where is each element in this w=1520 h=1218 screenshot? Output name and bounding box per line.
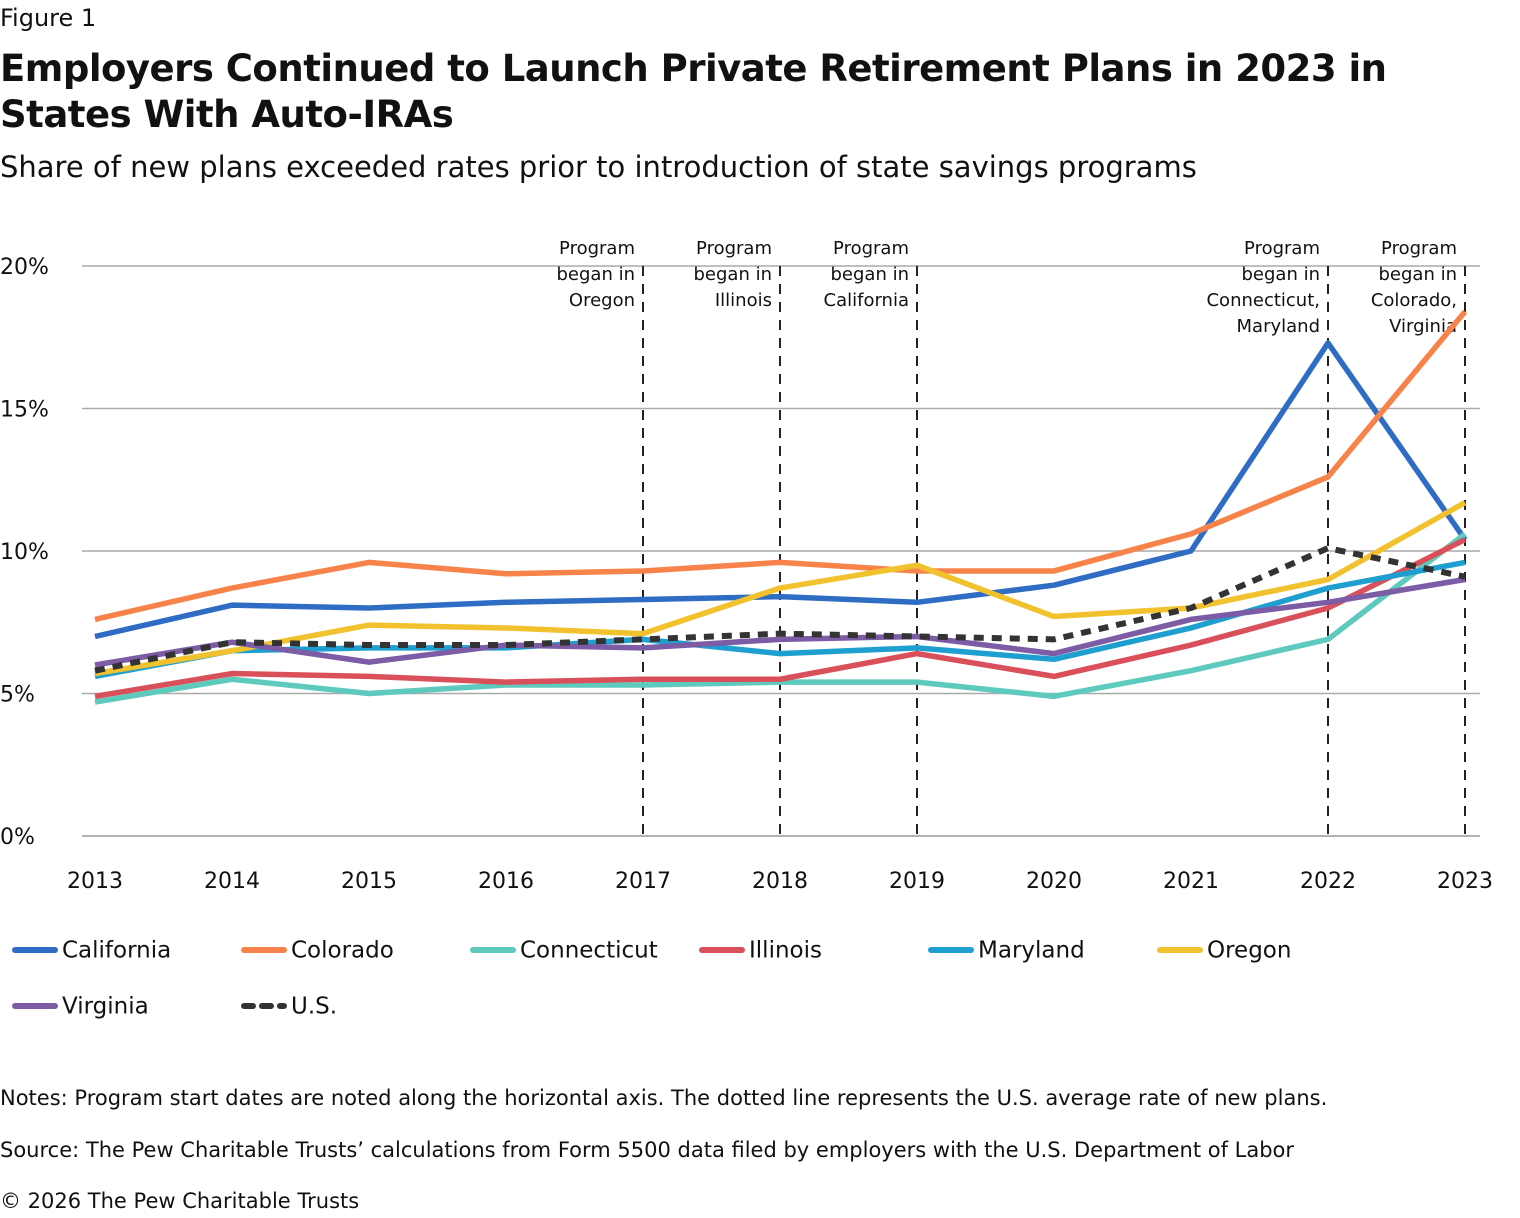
- annotation-text: Program: [1244, 238, 1320, 259]
- legend-label: California: [62, 938, 171, 964]
- legend-label: Maryland: [978, 938, 1085, 964]
- y-tick-label: 15%: [0, 398, 49, 423]
- y-tick-label: 0%: [0, 825, 35, 850]
- annotation-text: Program: [1381, 238, 1457, 259]
- notes: Notes: Program start dates are noted alo…: [0, 1086, 1328, 1110]
- source: Source: The Pew Charitable Trusts’ calcu…: [0, 1138, 1295, 1162]
- x-tick-label: 2017: [615, 869, 671, 894]
- annotation-text: Oregon: [569, 290, 635, 311]
- annotation-text: began in: [557, 264, 636, 285]
- legend-label: Virginia: [62, 994, 149, 1020]
- annotation-text: Colorado,: [1371, 290, 1457, 311]
- legend-label: U.S.: [291, 994, 337, 1020]
- annotation-text: began in: [831, 264, 910, 285]
- series-line: [94, 531, 1467, 705]
- series-line: [94, 309, 1468, 623]
- x-tick-label: 2015: [341, 869, 397, 894]
- annotation-text: California: [824, 290, 909, 311]
- annotation-text: Program: [833, 238, 909, 259]
- series-line: [94, 537, 1467, 700]
- legend-label: Illinois: [749, 938, 822, 964]
- chart-title: Employers Continued to Launch Private Re…: [0, 47, 1387, 136]
- x-tick-label: 2021: [1163, 869, 1219, 894]
- legend-label: Connecticut: [520, 938, 658, 964]
- x-tick-label: 2020: [1026, 869, 1082, 894]
- copyright: © 2026 The Pew Charitable Trusts: [0, 1189, 360, 1213]
- annotation-text: began in: [1242, 264, 1321, 285]
- annotation-text: Maryland: [1237, 316, 1320, 337]
- x-tick-label: 2019: [889, 869, 945, 894]
- annotation-text: Connecticut,: [1206, 290, 1320, 311]
- x-tick-label: 2023: [1437, 869, 1493, 894]
- x-tick-label: 2016: [478, 869, 534, 894]
- x-tick-label: 2022: [1300, 869, 1356, 894]
- series-line: [94, 340, 1468, 640]
- annotation-text: began in: [694, 264, 773, 285]
- legend-label: Oregon: [1207, 938, 1291, 964]
- x-tick-label: 2014: [204, 869, 260, 894]
- y-tick-label: 10%: [0, 540, 49, 565]
- chart-subtitle: Share of new plans exceeded rates prior …: [0, 150, 1197, 184]
- series-line: [94, 545, 1466, 674]
- x-tick-label: 2013: [67, 869, 123, 894]
- annotation-text: Program: [559, 238, 635, 259]
- annotation-text: began in: [1379, 264, 1458, 285]
- annotation-text: Illinois: [715, 290, 772, 311]
- x-tick-label: 2018: [752, 869, 808, 894]
- y-tick-label: 5%: [0, 683, 35, 708]
- figure-label: Figure 1: [0, 4, 97, 32]
- chart: 0% 5% 10% 15% 20% 2013 2014 2015 2016 2017 2018 201…: [0, 238, 1493, 1020]
- series-line: [94, 576, 1466, 668]
- annotation-text: Program: [696, 238, 772, 259]
- legend-label: Colorado: [291, 938, 394, 964]
- series-line: [94, 500, 1467, 677]
- annotation-text: Virginia: [1389, 316, 1457, 337]
- y-tick-label: 20%: [0, 255, 49, 280]
